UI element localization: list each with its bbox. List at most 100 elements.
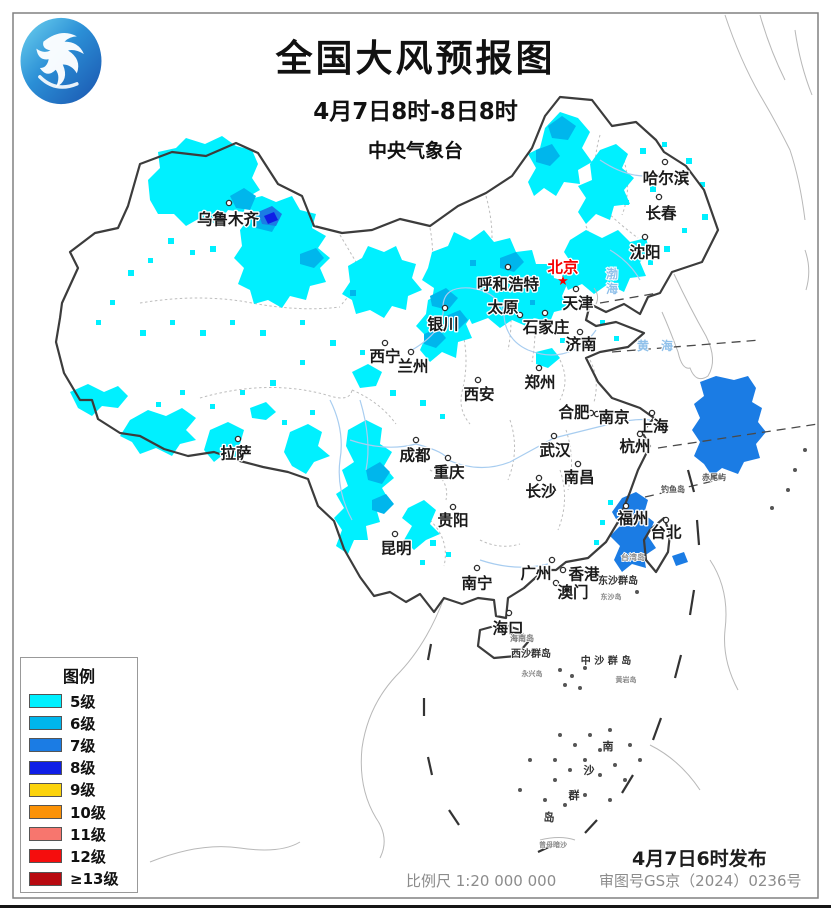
city-dot	[407, 348, 415, 356]
city-dot	[535, 364, 543, 372]
south-china-sea-islets	[518, 287, 714, 841]
city-label: 广州	[520, 564, 551, 583]
city-label: 北京	[547, 258, 578, 277]
legend-item: 6级	[21, 712, 137, 734]
island-label: 南	[603, 739, 614, 753]
city-dot	[548, 556, 556, 564]
city-label: 成都	[399, 446, 431, 465]
legend-swatch	[29, 805, 62, 820]
city-marker: 昆明	[379, 530, 413, 559]
city-marker: 银川	[426, 304, 460, 335]
legend-swatch	[29, 827, 62, 842]
city-label: 天津	[562, 295, 594, 313]
city-dot	[381, 339, 389, 347]
city-marker: 哈尔滨	[641, 158, 691, 189]
city-dot	[444, 454, 452, 462]
city-dot	[641, 233, 649, 241]
city-dot	[541, 309, 549, 317]
city-dot	[593, 410, 601, 418]
city-dot	[505, 609, 513, 617]
island-label: 永兴岛	[521, 669, 543, 678]
city-label: 郑州	[524, 373, 555, 392]
city-label: 长春	[645, 204, 677, 223]
legend-swatch	[29, 849, 62, 864]
city-dot	[535, 474, 543, 482]
sea-label: 渤海	[606, 266, 618, 296]
city-dot	[622, 502, 630, 510]
city-marker: 香港	[559, 563, 601, 585]
city-label: 杭州	[619, 437, 650, 456]
city-marker: 杭州	[618, 430, 652, 457]
city-label: 太原	[487, 298, 518, 317]
release-time: 4月7日6时发布	[632, 848, 767, 870]
city-label: 南昌	[563, 468, 594, 487]
island-label: 中 沙 群 岛	[581, 654, 631, 667]
city-marker: 拉萨	[219, 435, 253, 464]
city-marker: 广州	[519, 556, 556, 584]
city-marker: 太原	[486, 296, 524, 319]
logo-swoosh	[38, 75, 79, 89]
city-marker: 长春	[644, 193, 678, 224]
city-dot	[412, 436, 420, 444]
city-dot	[474, 376, 482, 384]
bottom-divider	[0, 905, 831, 908]
island-label: 赤尾屿	[702, 472, 726, 482]
agency-name: 中央气象台	[367, 140, 463, 162]
legend-swatch	[29, 738, 62, 753]
legend-item: 5级	[21, 690, 137, 712]
city-label: 贵阳	[437, 511, 468, 530]
wind-area-level8	[264, 212, 278, 224]
legend-label: 11级	[70, 825, 106, 844]
city-marker: 合肥	[557, 401, 595, 423]
hainan-island	[476, 622, 530, 660]
city-label: 沈阳	[629, 243, 660, 262]
city-dot	[473, 564, 481, 572]
island-label: 台湾岛	[621, 552, 645, 562]
legend-item: 8级	[21, 757, 137, 779]
legend-swatch	[29, 871, 62, 886]
map-approval-number: 审图号GS京（2024）0236号	[599, 872, 802, 890]
city-label: 武汉	[539, 441, 571, 460]
legend-box: 图例 5级 6级 7级 8级 9级 10级 11级 12级 ≥13级	[20, 657, 138, 893]
island-label: 东沙群岛	[598, 574, 638, 587]
city-dot	[648, 409, 656, 417]
legend-swatch	[29, 782, 62, 797]
legend-title: 图例	[62, 667, 95, 686]
city-marker: 沈阳	[628, 233, 662, 263]
city-marker: 兰州	[396, 348, 430, 377]
legend-items: 5级 6级 7级 8级 9级 10级 11级 12级 ≥13级	[21, 690, 137, 890]
rivers	[329, 159, 691, 568]
city-dot	[655, 193, 663, 201]
legend-label: 12级	[70, 847, 106, 866]
island-label: 岛	[544, 810, 555, 824]
city-dot	[550, 432, 558, 440]
city-dot	[504, 263, 512, 271]
map-scale: 比例尺 1:20 000 000	[406, 872, 557, 890]
legend-swatch	[29, 716, 62, 731]
city-label: 西宁	[369, 347, 400, 366]
city-dot	[572, 285, 580, 293]
city-dot	[225, 199, 233, 207]
city-marker: 海口	[491, 609, 525, 639]
legend-item: 12级	[21, 845, 137, 867]
maritime-boundaries	[599, 292, 819, 498]
legend-item: 7级	[21, 734, 137, 756]
cities-layer: 乌鲁木齐 哈尔滨长春沈阳 ★北京呼和浩特天津 太原石家庄济南 银川西宁兰州郑州西安合肥南…	[196, 158, 691, 639]
city-label: 银川	[427, 315, 458, 334]
island-label: 钓鱼岛	[661, 484, 685, 494]
city-label: 上海	[637, 417, 669, 436]
city-marker: 乌鲁木齐	[196, 199, 261, 230]
page-title: 全国大风预报图	[275, 37, 556, 80]
legend-swatch	[29, 760, 62, 775]
city-label: 台北	[650, 523, 682, 542]
city-label: 南宁	[461, 574, 492, 593]
city-label: 拉萨	[220, 444, 252, 463]
city-label: 济南	[565, 335, 596, 354]
city-label: 呼和浩特	[477, 275, 540, 294]
city-marker: 澳门	[552, 579, 590, 603]
island-label: 沙	[584, 764, 595, 777]
city-label: 兰州	[397, 357, 428, 376]
legend-label: ≥13级	[70, 870, 119, 889]
